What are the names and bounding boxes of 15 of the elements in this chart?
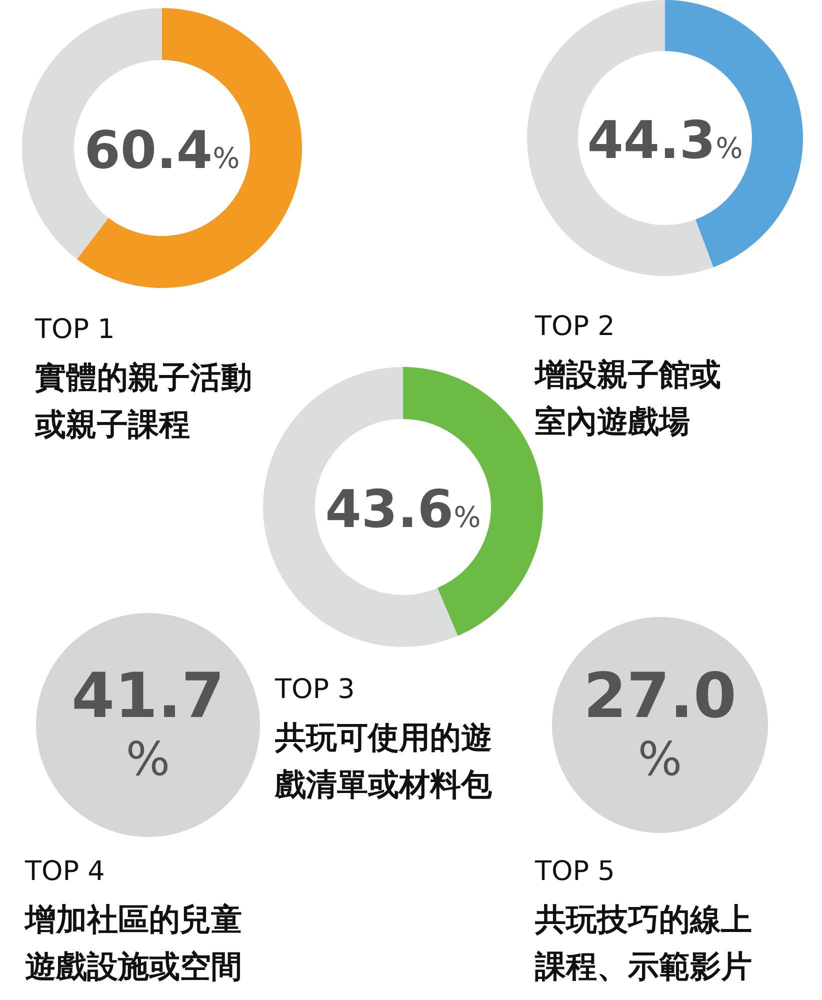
text: 增加社區的兒童遊戲設施或空間 (23, 902, 242, 985)
text: 60.4% (84, 121, 240, 181)
text: TOP 1 (34, 314, 115, 345)
text: 實體的親子活動或親子課程 (34, 360, 252, 443)
text: 44.3% (587, 111, 743, 171)
text: 增設親子館或室內遊戲場 (533, 357, 721, 440)
text: TOP 2 (534, 311, 615, 342)
text: 41.7% (72, 659, 224, 786)
text: 43.6% (325, 480, 481, 540)
text: TOP 5 (534, 856, 615, 887)
text: 共玩可使用的遊戲清單或材料包 (274, 720, 493, 803)
text: TOP 4 (24, 856, 105, 887)
text: 共玩技巧的線上課程、示範影片 (534, 902, 752, 985)
text: 27.0% (584, 659, 736, 786)
text: TOP 3 (274, 674, 355, 705)
